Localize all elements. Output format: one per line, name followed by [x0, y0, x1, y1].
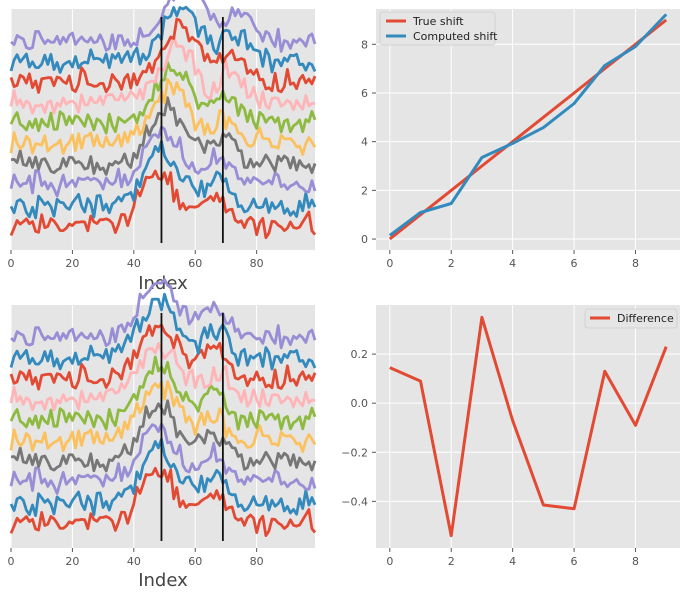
trace-line-8: [9, 5, 317, 74]
x-tick-label: 20: [65, 257, 79, 270]
series-line-difference: [389, 315, 668, 538]
x-tick-label: 6: [571, 555, 578, 568]
x-tick-label: 0: [8, 555, 15, 568]
trace-line-1: [9, 437, 317, 517]
y-tick-label: 0.2: [351, 348, 369, 361]
trace-line-5: [9, 355, 317, 431]
trace-line-2: [9, 125, 317, 198]
x-tick-label: 4: [509, 257, 516, 270]
trace-line-6: [9, 35, 316, 115]
x-tick-label: 60: [188, 257, 202, 270]
trace-line-7: [9, 323, 317, 391]
x-tick-label: 2: [448, 555, 455, 568]
legend: Difference: [584, 308, 678, 329]
x-tick-label: 80: [250, 257, 264, 270]
trace-line-9: [10, 0, 317, 53]
x-axis-label: Index: [138, 273, 188, 294]
x-tick-label: 2: [448, 257, 455, 270]
x-tick-label: 40: [127, 555, 141, 568]
legend-label-true-shift: True shift: [412, 15, 464, 28]
x-tick-label: 0: [386, 257, 393, 270]
trace-line-8: [9, 292, 317, 371]
y-tick-label: −0.4: [341, 495, 368, 508]
plot-area-bottom-right: [376, 305, 680, 548]
panel-bottom-left: 0 20 40 60 80 Index: [8, 278, 317, 591]
panel-top-right: 0 2 4 6 8 0 2 4 6 8 True shift Computed shift: [361, 9, 680, 270]
trace-line-7: [9, 17, 317, 94]
trace-line-4: [9, 380, 317, 453]
x-tick-label: 6: [571, 257, 578, 270]
trace-line-3: [10, 399, 317, 473]
legend-box: [584, 308, 678, 329]
series-line-computed-shift: [388, 13, 668, 237]
legend-box: [379, 11, 496, 46]
x-tick-label: 80: [250, 555, 264, 568]
x-tick-label: 8: [632, 257, 639, 270]
y-tick-label: 0: [361, 233, 368, 246]
trace-line-2: [9, 422, 317, 495]
y-tick-label: 6: [361, 87, 368, 100]
x-tick-label: 0: [386, 555, 393, 568]
x-tick-label: 8: [632, 555, 639, 568]
trace-line-6: [9, 342, 316, 412]
x-tick-label: 60: [188, 555, 202, 568]
x-tick-label: 0: [8, 257, 15, 270]
legend: True shift Computed shift: [379, 11, 498, 46]
y-tick-label: 0.0: [351, 397, 369, 410]
trace-line-4: [9, 78, 317, 156]
y-tick-label: 2: [361, 184, 368, 197]
panel-bottom-right: 0 2 4 6 8 −0.4 −0.2 0.0 0.2 Difference: [341, 305, 680, 568]
trace-line-1: [9, 139, 317, 220]
trace-line-3: [10, 96, 317, 176]
y-tick-label: 8: [361, 38, 368, 51]
legend-label-difference: Difference: [617, 312, 674, 325]
y-tick-label: −0.2: [341, 446, 368, 459]
x-tick-label: 20: [65, 555, 79, 568]
panel-top-left: 0 20 40 60 80 Index: [8, 0, 317, 294]
y-tick-label: 4: [361, 136, 368, 149]
trace-line-9: [10, 278, 317, 350]
x-axis-label: Index: [138, 570, 188, 591]
legend-label-computed-shift: Computed shift: [413, 30, 498, 43]
trace-line-5: [9, 61, 317, 135]
trace-line-0: [9, 169, 317, 240]
x-tick-label: 40: [127, 257, 141, 270]
x-tick-label: 4: [509, 555, 516, 568]
trace-line-0: [9, 466, 317, 537]
